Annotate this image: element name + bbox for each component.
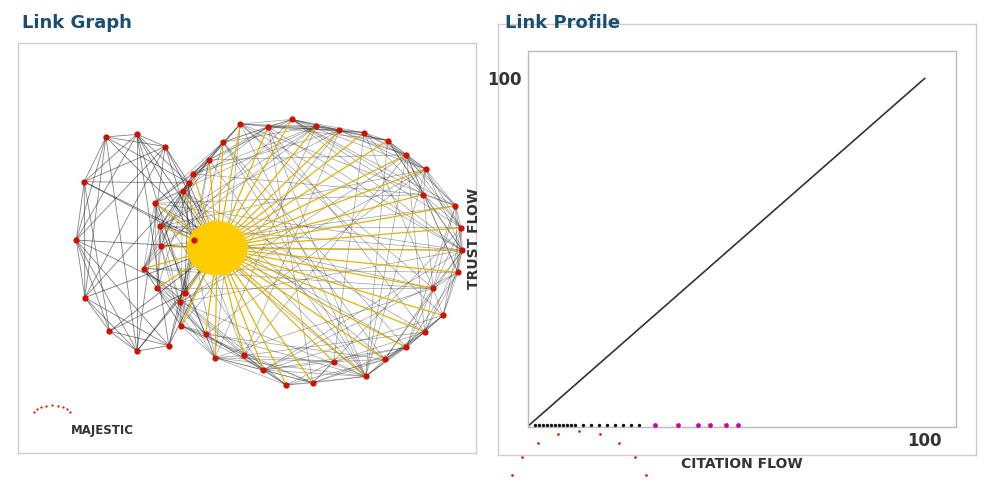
Point xyxy=(528,421,543,428)
Text: MAJESTIC: MAJESTIC xyxy=(70,424,133,437)
Point xyxy=(535,421,551,428)
Point xyxy=(718,421,734,428)
Point xyxy=(592,421,607,428)
Circle shape xyxy=(187,222,246,275)
Point xyxy=(670,421,686,428)
Point xyxy=(607,421,623,428)
Point xyxy=(543,421,559,428)
Point xyxy=(531,421,547,428)
Point xyxy=(690,421,706,428)
Point xyxy=(547,421,563,428)
Point xyxy=(555,421,571,428)
Point xyxy=(551,421,567,428)
Text: Link Profile: Link Profile xyxy=(505,14,620,32)
Point xyxy=(631,421,647,428)
Point xyxy=(647,421,663,428)
X-axis label: CITATION FLOW: CITATION FLOW xyxy=(681,457,803,471)
Text: Link Graph: Link Graph xyxy=(22,14,131,32)
Point xyxy=(539,421,555,428)
Point xyxy=(563,421,579,428)
Point xyxy=(575,421,591,428)
Y-axis label: TRUST FLOW: TRUST FLOW xyxy=(466,188,480,289)
Point xyxy=(559,421,575,428)
Point xyxy=(730,421,745,428)
Point xyxy=(583,421,599,428)
Point xyxy=(567,421,583,428)
Point xyxy=(623,421,639,428)
Point xyxy=(615,421,631,428)
Point xyxy=(702,421,718,428)
Point xyxy=(599,421,615,428)
